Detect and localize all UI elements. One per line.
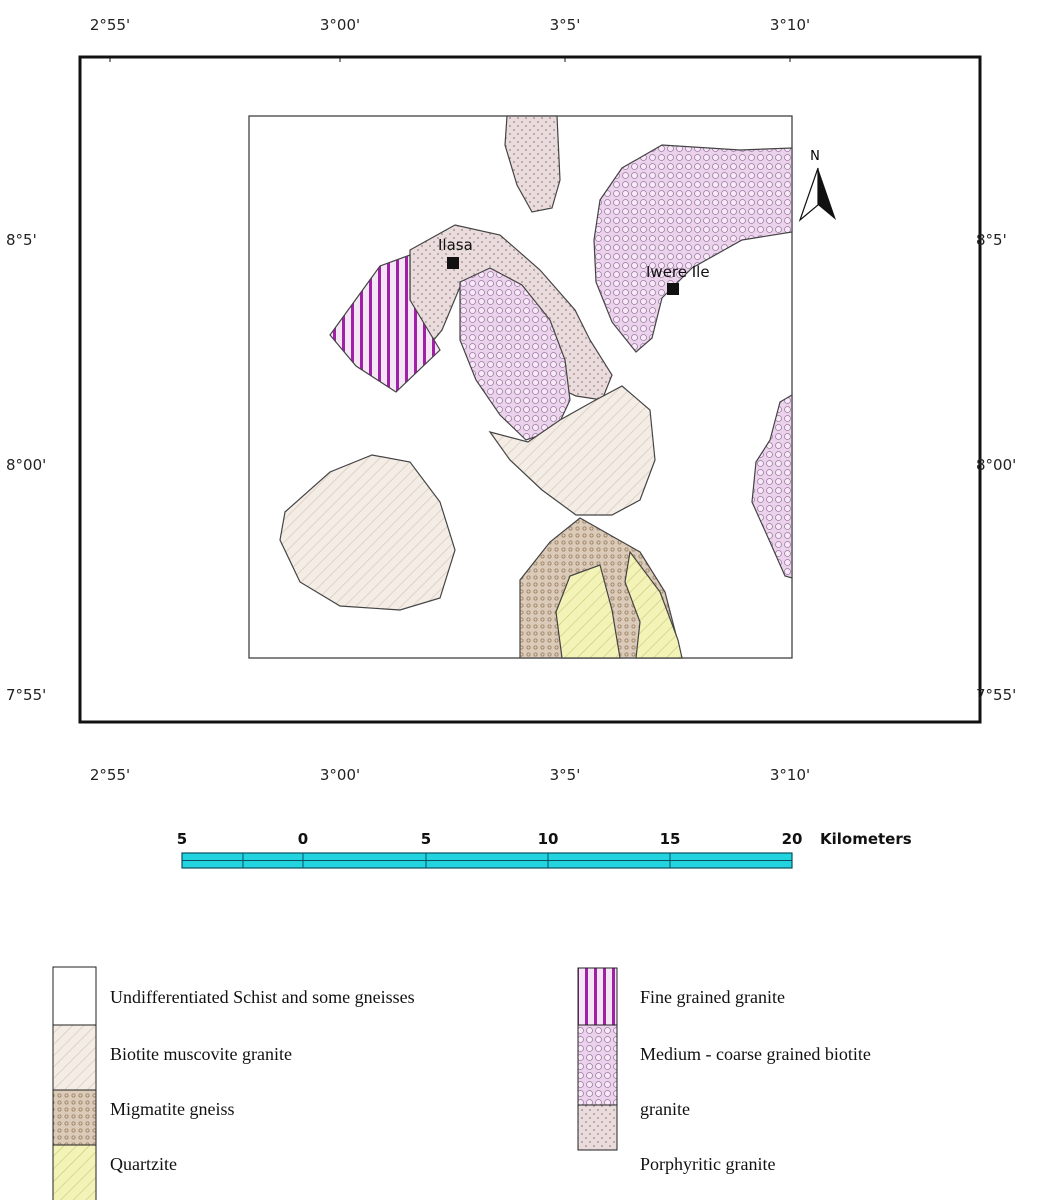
legend: Undifferentiated Schist and some gneisse… [52, 966, 871, 1200]
legend-swatch [577, 967, 618, 1026]
latitude-label: 8°5' [6, 231, 37, 249]
legend-label: Quartzite [110, 1154, 177, 1174]
legend-label: granite [640, 1099, 690, 1119]
unit-biotite-muscovite [279, 454, 456, 611]
north-arrow-right [818, 168, 836, 220]
legend-swatch [52, 1024, 97, 1091]
scale-label: 15 [660, 830, 681, 848]
unit-biotite-muscovite [488, 385, 656, 516]
legend-label: Medium - coarse grained biotite [640, 1044, 871, 1064]
geology-units [279, 115, 793, 659]
place-marker [447, 257, 459, 269]
unit-porphyritic [504, 115, 561, 213]
latitude-label: 7°55' [976, 686, 1016, 704]
scale-label: 10 [538, 830, 559, 848]
scale-unit: Kilometers [820, 830, 912, 848]
legend-swatch [52, 966, 97, 1026]
scale-label: 5 [421, 830, 431, 848]
legend-label: Undifferentiated Schist and some gneisse… [110, 987, 415, 1007]
legend-swatch [52, 1089, 97, 1146]
longitude-label: 3°5' [550, 16, 581, 34]
longitude-label: 3°10' [770, 766, 810, 784]
unit-quartzite [624, 550, 683, 659]
latitude-label: 8°00' [976, 456, 1016, 474]
legend-label: Migmatite gneiss [110, 1099, 235, 1119]
scale-label: 5 [177, 830, 187, 848]
place-marker [667, 283, 679, 295]
scale-label: 20 [782, 830, 803, 848]
latitude-label: 7°55' [6, 686, 46, 704]
place-label: Ilasa [438, 236, 473, 254]
legend-swatch [577, 1024, 618, 1106]
longitude-label: 3°10' [770, 16, 810, 34]
legend-swatch [52, 1144, 97, 1200]
longitude-label: 3°5' [550, 766, 581, 784]
unit-medium-granite [459, 267, 571, 441]
legend-label: Fine grained granite [640, 987, 785, 1007]
scale-label: 0 [298, 830, 308, 848]
longitude-label: 2°55' [90, 766, 130, 784]
unit-medium-granite [751, 393, 793, 579]
legend-label: Biotite muscovite granite [110, 1044, 292, 1064]
legend-label: Porphyritic granite [640, 1154, 775, 1174]
north-arrow-left [798, 167, 819, 222]
longitude-label: 3°00' [320, 16, 360, 34]
unit-quartzite [555, 564, 621, 659]
scale-bar: 5 0 5 10 15 20 Kilometers [177, 830, 912, 869]
north-label: N [810, 149, 820, 164]
north-arrow: N [798, 149, 836, 222]
longitude-label: 3°00' [320, 766, 360, 784]
map-frame [78, 55, 982, 724]
place-label: Iwere Ile [646, 263, 710, 281]
latitude-label: 8°5' [976, 231, 1007, 249]
latitude-label: 8°00' [6, 456, 46, 474]
legend-swatch [577, 1104, 618, 1151]
unit-fine-granite [329, 254, 441, 393]
longitude-label: 2°55' [90, 16, 130, 34]
unit-medium-granite [593, 144, 793, 353]
